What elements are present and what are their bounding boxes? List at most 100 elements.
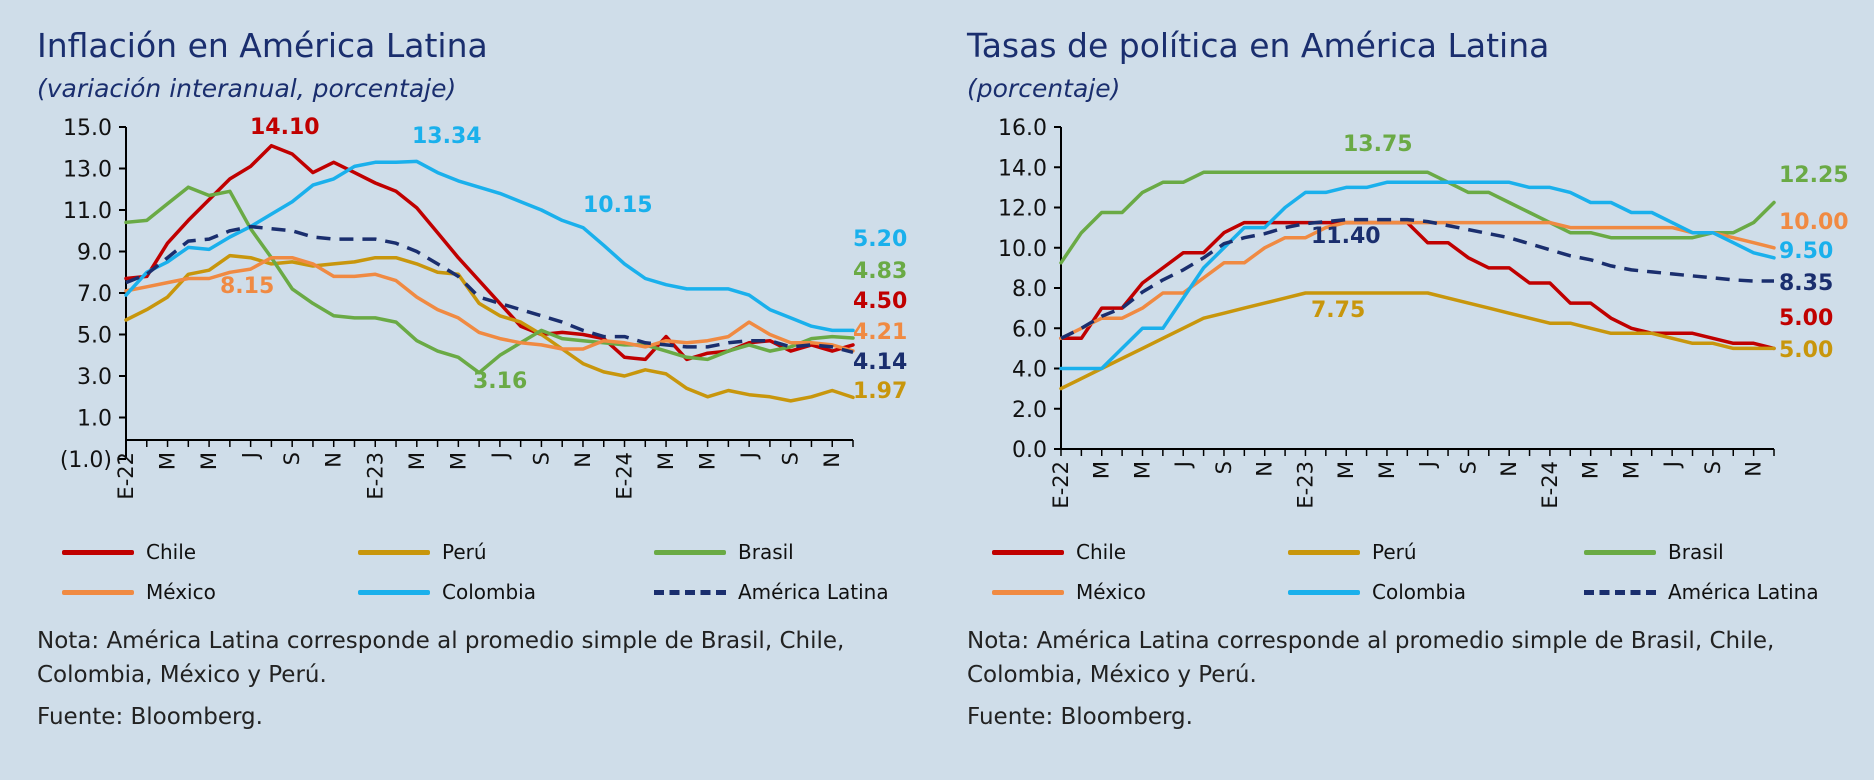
x-tick-label: N — [322, 452, 346, 468]
data-label: 11.40 — [1311, 224, 1381, 249]
x-tick-label: J — [1660, 461, 1684, 469]
x-tick-label: M — [197, 452, 221, 470]
x-tick-label: M — [1130, 461, 1154, 479]
x-tick-label: S — [1456, 461, 1480, 474]
x-tick-label: S — [1212, 461, 1236, 474]
policy-rate-chart: 0.02.04.06.08.010.012.014.016.0E-22 M M J S N… — [998, 116, 1849, 509]
legend-swatch — [1288, 589, 1360, 595]
legend-item-america-latina: América Latina — [654, 580, 889, 604]
legend-item-chile: Chile — [62, 540, 196, 564]
legend-label: México — [146, 580, 216, 604]
y-tick-label: 2.0 — [1012, 398, 1047, 423]
data-label: 10.15 — [583, 193, 653, 218]
legend-label: América Latina — [738, 580, 889, 604]
data-label: 12.25 — [1779, 163, 1849, 188]
series-line-brasil — [1059, 170, 1776, 265]
data-label: 10.00 — [1779, 210, 1849, 235]
data-label: 4.83 — [853, 259, 907, 284]
chart-source: Fuente: Bloomberg. — [967, 704, 1193, 730]
data-label: 3.16 — [473, 369, 527, 394]
legend-item-mexico: México — [62, 580, 216, 604]
legend-label: Colombia — [442, 580, 536, 604]
data-label: 7.75 — [1311, 298, 1365, 323]
data-label: 4.50 — [853, 289, 907, 314]
x-tick-label: S — [779, 452, 803, 465]
inflation-chart: (1.0)1.03.05.07.09.011.013.015.0E-22 M M J S… — [60, 115, 907, 500]
legend-label: Perú — [442, 540, 487, 564]
chart-subtitle: (variación interanual, porcentaje) — [37, 74, 457, 103]
y-tick-label: 16.0 — [998, 116, 1047, 141]
y-tick-label: 0.0 — [1012, 438, 1047, 463]
x-tick-label: N — [1253, 461, 1277, 477]
series-line-mexico — [1059, 220, 1776, 341]
data-label: 13.34 — [412, 124, 482, 149]
y-tick-label: 15.0 — [63, 116, 112, 141]
legend-label: Chile — [1076, 540, 1127, 564]
y-tick-label: 6.0 — [1012, 317, 1047, 342]
data-label: 8.35 — [1779, 271, 1833, 296]
series-line-colombia — [124, 159, 855, 333]
x-tick-label: E-22 — [114, 452, 138, 500]
series-line-america-latina — [1060, 217, 1774, 340]
legend-swatch — [654, 549, 726, 555]
x-tick-label: J — [488, 452, 512, 460]
legend-label: Colombia — [1372, 580, 1466, 604]
legend-item-brasil: Brasil — [654, 540, 794, 564]
legend-item-america-latina: América Latina — [1584, 580, 1819, 604]
x-tick-label: N — [820, 452, 844, 468]
legend-item-peru: Perú — [1288, 540, 1417, 564]
chart-subtitle: (porcentaje) — [967, 74, 1121, 103]
y-tick-label: 12.0 — [998, 197, 1047, 222]
series-line-america-latina — [125, 224, 854, 354]
data-label: 4.21 — [853, 320, 907, 345]
x-tick-label: J — [1416, 461, 1440, 469]
x-tick-label: M — [446, 452, 470, 470]
data-label: 14.10 — [250, 115, 320, 140]
chart-title: Tasas de política en América Latina — [967, 26, 1550, 65]
x-tick-label: N — [1742, 461, 1766, 477]
legend-item-mexico: México — [992, 580, 1146, 604]
legend-label: México — [1076, 580, 1146, 604]
inflation-legend: Chile Perú Brasil México Colombia América Lat… — [62, 540, 902, 620]
data-label: 1.97 — [853, 379, 907, 404]
x-tick-label: J — [239, 452, 263, 460]
inflation-panel: Inflación en América Latina (variación i… — [0, 0, 920, 780]
y-tick-label: 5.0 — [77, 324, 112, 349]
data-label: 9.50 — [1779, 239, 1833, 264]
legend-item-peru: Perú — [358, 540, 487, 564]
y-tick-label: 4.0 — [1012, 358, 1047, 383]
x-tick-label: E-22 — [1049, 461, 1073, 509]
x-tick-label: M — [1579, 461, 1603, 479]
x-tick-label: J — [1171, 461, 1195, 469]
data-label: 13.75 — [1343, 132, 1413, 157]
series-line-brasil — [124, 185, 855, 375]
y-tick-label: 13.0 — [63, 158, 112, 183]
x-tick-label: M — [156, 452, 180, 470]
legend-label: Chile — [146, 540, 197, 564]
x-tick-label: M — [405, 452, 429, 470]
legend-label: América Latina — [1668, 580, 1819, 604]
y-tick-label: 8.0 — [1012, 277, 1047, 302]
series-line-peru — [1059, 291, 1776, 391]
x-tick-label: E-23 — [363, 452, 387, 500]
series-line-mexico — [124, 255, 855, 353]
x-tick-label: S — [1701, 461, 1725, 474]
policy-rate-panel: Tasas de política en América Latina (por… — [930, 0, 1850, 780]
y-tick-label: (1.0) — [60, 448, 112, 473]
legend-swatch — [1288, 549, 1360, 555]
x-tick-label: E-24 — [613, 452, 637, 500]
policy-rate-legend: Chile Perú Brasil México Colombia América Lat… — [992, 540, 1832, 620]
legend-item-chile: Chile — [992, 540, 1126, 564]
legend-swatch — [992, 549, 1064, 555]
legend-item-colombia: Colombia — [358, 580, 536, 604]
legend-label: Perú — [1372, 540, 1417, 564]
data-label: 5.20 — [853, 227, 907, 252]
chart-note: Nota: América Latina corresponde al prom… — [37, 628, 845, 688]
y-tick-label: 1.0 — [77, 407, 112, 432]
x-tick-label: M — [654, 452, 678, 470]
legend-swatch — [62, 589, 134, 595]
legend-swatch — [654, 589, 726, 595]
x-tick-label: N — [571, 452, 595, 468]
x-tick-label: E-24 — [1538, 461, 1562, 509]
legend-swatch — [1584, 549, 1656, 555]
